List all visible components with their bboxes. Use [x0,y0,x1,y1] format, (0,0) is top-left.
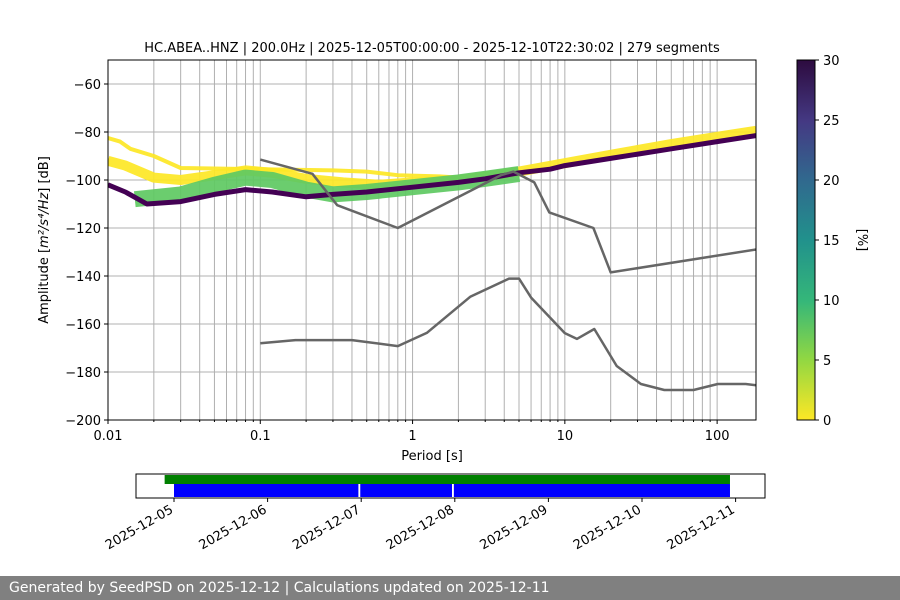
y-tick-label: −120 [65,222,101,237]
y-tick-label: −180 [65,366,101,381]
segment-bar [174,484,359,497]
colorbar-tick-label: 15 [823,234,840,249]
y-tick-label: −160 [65,318,101,333]
x-tick-label: 1 [408,429,416,444]
timeline-tick-label: 2025-12-06 [197,502,270,553]
noise-models [259,158,756,392]
segment-bar [360,484,452,497]
colorbar-gradient [796,59,816,421]
colorbar-tick-label: 25 [823,114,840,129]
y-tick-label: −60 [74,78,101,93]
psd-plot: 0.01 0.1 1 10 100 −60 −80 −100 −120 −140 −160 −180… [37,41,757,464]
y-axis-ticks: −60 −80 −100 −120 −140 −160 −180 −200 [65,78,108,429]
chart-title: HC.ABEA..HNZ | 200.0Hz | 2025-12-05T00:0… [144,41,720,56]
plot-frame [107,59,757,421]
timeline-tick-label: 2025-12-09 [477,502,550,553]
segment-bar [453,484,730,497]
x-axis-ticks: 0.01 0.1 1 10 100 [94,420,730,444]
y-tick-label: −200 [65,414,101,429]
colorbar: 0 5 10 15 20 25 30 [%] [796,54,869,429]
x-tick-label: 100 [705,429,730,444]
colorbar-ticks: 0 5 10 15 20 25 30 [815,54,840,429]
y-tick-label: −100 [65,174,101,189]
colorbar-tick-label: 0 [823,414,831,429]
timeline-ticks: 2025-12-05 2025-12-06 2025-12-07 2025-12-08… [103,498,738,553]
colorbar-tick-label: 10 [823,294,840,309]
x-tick-label: 10 [557,429,574,444]
timeline-chart: 2025-12-05 2025-12-06 2025-12-07 2025-12-08… [103,473,766,553]
plot-background [108,60,756,420]
colorbar-tick-label: 5 [823,354,831,369]
timeline-tick-label: 2025-12-11 [665,502,738,553]
colorbar-tick-label: 30 [823,54,840,69]
x-tick-label: 0.01 [94,429,123,444]
footer-credit: Generated by SeedPSD on 2025-12-12 | Cal… [0,576,900,600]
timeline-tick-label: 2025-12-07 [290,502,363,553]
psd-band-mode [108,133,756,207]
y-axis-label: Amplitude [m²/s⁴/Hz] [dB] [37,156,52,324]
nhnm-curve [259,158,756,274]
timeline-tick-label: 2025-12-05 [103,502,176,553]
x-axis-label: Period [s] [401,449,463,464]
colorbar-tick-label: 20 [823,174,840,189]
y-tick-label: −140 [65,270,101,285]
nlnm-curve [260,277,756,392]
timeline-tick-label: 2025-12-08 [384,502,457,553]
timeline-tick-label: 2025-12-10 [571,502,644,553]
segment-bars [174,484,730,497]
x-tick-label: 0.1 [250,429,271,444]
psd-density-heatmap [108,125,756,208]
y-tick-label: −80 [74,126,101,141]
data-coverage-bar [164,475,730,484]
colorbar-label: [%] [854,229,869,252]
